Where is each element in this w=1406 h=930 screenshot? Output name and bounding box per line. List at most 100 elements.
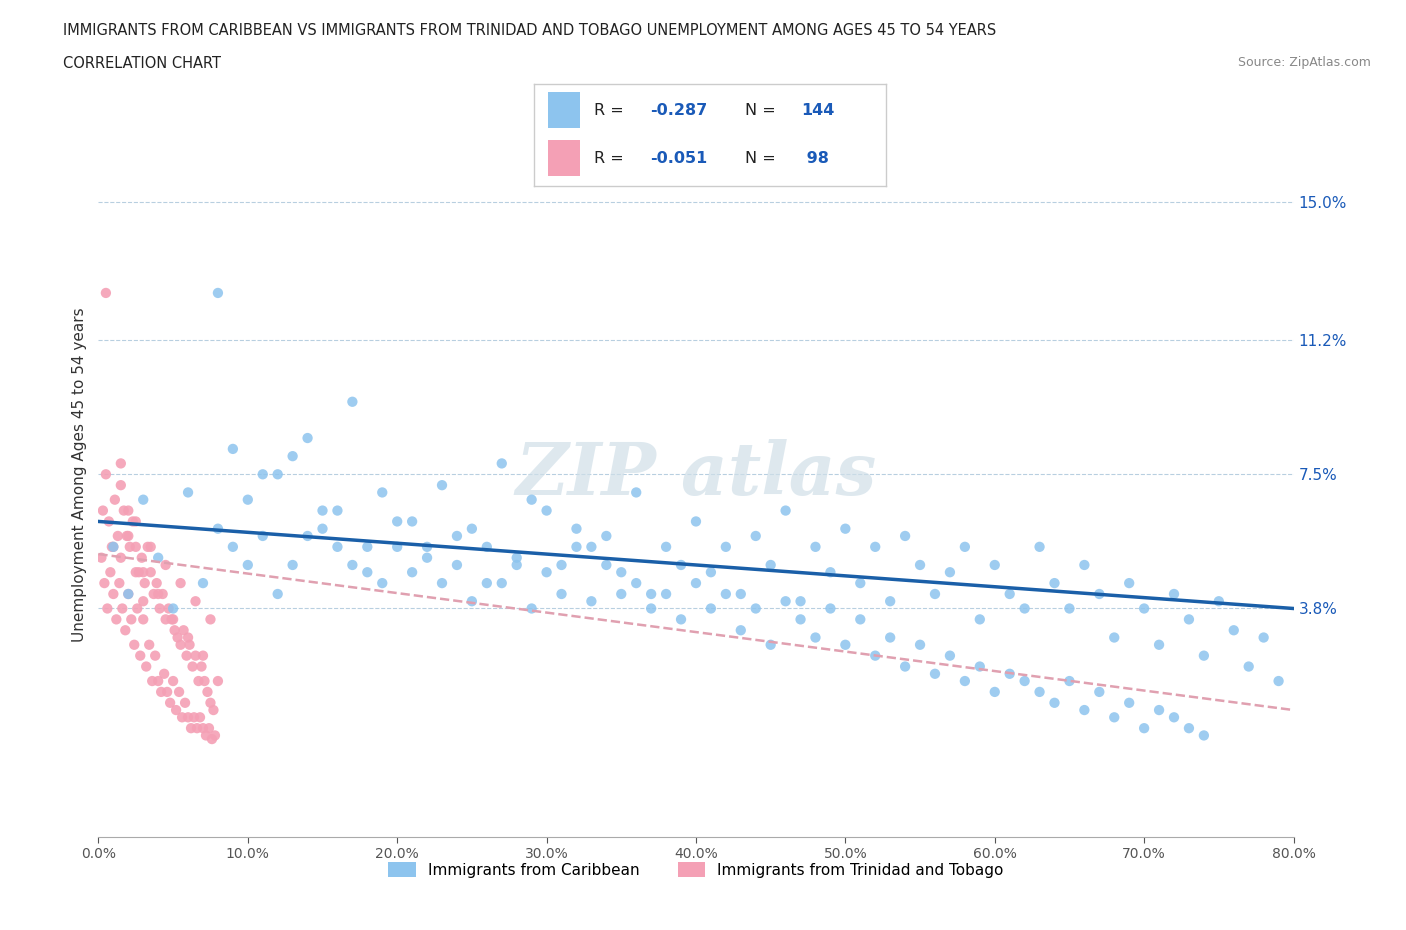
Point <box>177 631 200 645</box>
Point <box>132 612 155 627</box>
Point <box>167 684 190 699</box>
Point <box>1267 673 1289 688</box>
Point <box>181 659 204 674</box>
Point <box>356 539 378 554</box>
Point <box>297 431 319 445</box>
Point <box>626 576 648 591</box>
Point <box>984 558 1007 573</box>
Point <box>311 503 333 518</box>
Point <box>745 601 768 616</box>
Point <box>148 673 170 688</box>
Point <box>191 648 214 663</box>
Point <box>103 587 125 602</box>
Point <box>430 478 453 493</box>
Point <box>520 492 543 507</box>
Point <box>166 631 188 645</box>
Point <box>924 587 946 602</box>
Point <box>430 576 453 591</box>
Point <box>179 637 201 652</box>
Point <box>865 648 887 663</box>
Point <box>371 485 394 500</box>
FancyBboxPatch shape <box>548 140 581 176</box>
Text: R =: R = <box>593 103 628 118</box>
Point <box>187 673 209 688</box>
Point <box>162 673 184 688</box>
Point <box>105 612 128 627</box>
Point <box>536 565 558 579</box>
Point <box>969 659 991 674</box>
Point <box>610 565 633 579</box>
Point <box>1059 673 1081 688</box>
Point <box>200 612 222 627</box>
Point <box>849 576 872 591</box>
Point <box>1178 721 1201 736</box>
Point <box>97 514 120 529</box>
Point <box>894 659 917 674</box>
Point <box>120 612 142 627</box>
Point <box>163 623 186 638</box>
Point <box>267 467 290 482</box>
Point <box>1104 710 1126 724</box>
Point <box>281 558 304 573</box>
Point <box>139 539 162 554</box>
Point <box>1088 587 1111 602</box>
Point <box>125 514 148 529</box>
Point <box>98 565 122 579</box>
Point <box>127 601 149 616</box>
Point <box>669 612 692 627</box>
Point <box>162 612 184 627</box>
Point <box>207 673 229 688</box>
Point <box>1073 558 1095 573</box>
Point <box>183 710 205 724</box>
Point <box>565 539 588 554</box>
Point <box>714 539 737 554</box>
Point <box>207 521 229 536</box>
Text: R =: R = <box>593 151 628 166</box>
Point <box>371 576 394 591</box>
Point <box>1192 648 1215 663</box>
FancyBboxPatch shape <box>548 92 581 127</box>
Point <box>184 594 207 609</box>
Point <box>446 528 468 543</box>
Point <box>1178 612 1201 627</box>
Point <box>108 576 131 591</box>
Point <box>236 558 259 573</box>
Point <box>91 503 114 518</box>
Point <box>176 648 198 663</box>
Text: 144: 144 <box>801 103 835 118</box>
Point <box>180 721 202 736</box>
Point <box>173 623 195 638</box>
Point <box>520 601 543 616</box>
Point <box>198 721 221 736</box>
Point <box>252 467 274 482</box>
Point <box>1147 703 1170 718</box>
Point <box>1043 696 1066 711</box>
Point <box>342 394 364 409</box>
Point <box>820 565 842 579</box>
Point <box>385 514 409 529</box>
Point <box>195 728 218 743</box>
Point <box>132 565 155 579</box>
Point <box>131 551 153 565</box>
Point <box>129 648 152 663</box>
Point <box>581 594 603 609</box>
Point <box>1073 703 1095 718</box>
Point <box>1163 710 1185 724</box>
Point <box>311 521 333 536</box>
Point <box>103 539 125 554</box>
Text: N =: N = <box>745 103 782 118</box>
Point <box>669 558 692 573</box>
Point <box>1147 637 1170 652</box>
Point <box>112 503 135 518</box>
Point <box>730 587 752 602</box>
Point <box>416 551 439 565</box>
Text: Source: ZipAtlas.com: Source: ZipAtlas.com <box>1237 56 1371 69</box>
Point <box>491 576 513 591</box>
Point <box>93 576 115 591</box>
Point <box>186 721 208 736</box>
Point <box>94 286 117 300</box>
Point <box>134 576 156 591</box>
Point <box>222 442 245 457</box>
Point <box>475 539 498 554</box>
Point <box>160 612 183 627</box>
